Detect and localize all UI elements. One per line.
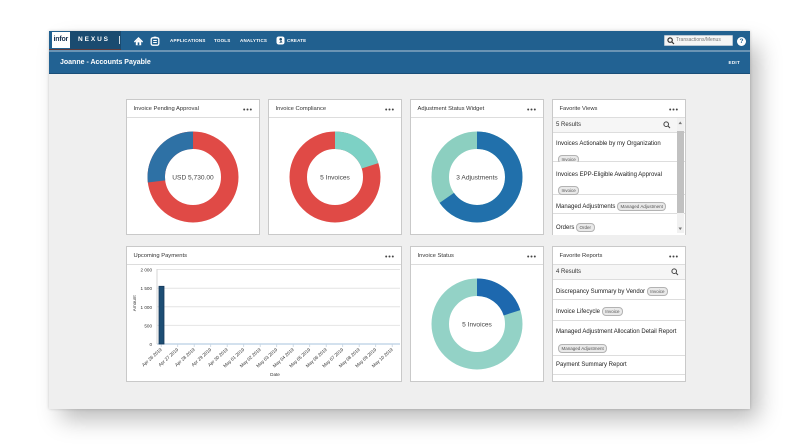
svg-text:USD 5,730.00: USD 5,730.00 <box>172 175 214 182</box>
svg-text:5 Invoices: 5 Invoices <box>462 321 492 328</box>
svg-text:5 Invoices: 5 Invoices <box>320 175 350 182</box>
svg-text:Amount: Amount <box>132 294 137 311</box>
svg-text:1 000: 1 000 <box>140 304 152 309</box>
svg-text:Date: Date <box>270 372 280 377</box>
svg-text:1 500: 1 500 <box>140 286 152 291</box>
svg-text:0: 0 <box>149 342 152 347</box>
svg-text:2 000: 2 000 <box>140 267 152 272</box>
svg-text:3 Adjustments: 3 Adjustments <box>456 175 498 182</box>
svg-text:500: 500 <box>144 323 152 328</box>
